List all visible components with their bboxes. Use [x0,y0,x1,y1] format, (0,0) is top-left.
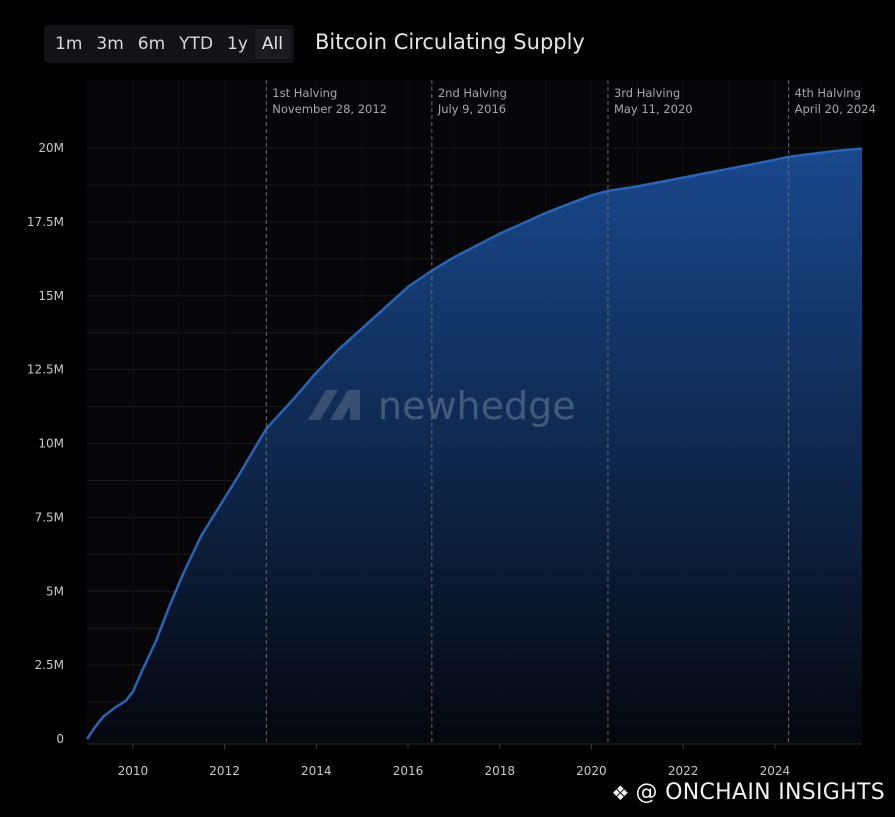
y-tick-label: 10M [38,437,64,451]
x-tick-label: 2014 [301,764,332,778]
halving-label: 1st Halving [272,86,337,100]
y-tick-label: 5M [46,584,64,598]
halving-date: April 20, 2024 [795,102,876,116]
x-tick-label: 2024 [760,764,791,778]
y-tick-label: 20M [38,141,64,155]
x-tick-label: 2020 [576,764,607,778]
range-ytd-button[interactable]: YTD [179,34,214,54]
source-watermark: ❖ @ ONCHAIN INSIGHTS [611,780,885,805]
range-1m-button[interactable]: 1m [55,34,83,54]
y-tick-label: 15M [38,289,64,303]
x-tick-label: 2022 [668,764,699,778]
x-tick-label: 2012 [209,764,240,778]
halving-label: 2nd Halving [438,86,507,100]
y-tick-label: 2.5M [35,658,64,672]
newhedge-logo-icon [308,390,338,420]
halving-label: 4th Halving [795,86,861,100]
supply-line [85,147,863,740]
y-tick-label: 7.5M [35,510,64,524]
y-tick-label: 17.5M [27,215,64,229]
range-6m-button[interactable]: 6m [137,34,166,54]
supply-area [87,148,862,745]
x-tick-label: 2010 [118,764,149,778]
binance-logo-icon: ❖ [611,780,630,805]
range-all-button[interactable]: All [254,29,290,59]
newhedge-watermark-text: newhedge [378,384,576,428]
range-selector: 1m 3m 6m YTD 1y All [44,25,294,63]
halving-date: November 28, 2012 [272,102,387,116]
halving-date: July 9, 2016 [437,102,506,116]
range-3m-button[interactable]: 3m [96,34,124,54]
halving-label: 3rd Halving [614,86,680,100]
chart-title: Bitcoin Circulating Supply [315,30,585,54]
x-tick-label: 2016 [393,764,424,778]
y-tick-label: 12.5M [27,363,64,377]
source-watermark-text: @ ONCHAIN INSIGHTS [635,780,885,805]
halving-date: May 11, 2020 [614,102,693,116]
range-1y-button[interactable]: 1y [227,34,248,54]
newhedge-logo-mark [330,390,360,420]
x-tick-label: 2018 [484,764,515,778]
y-tick-label: 0 [56,732,64,746]
